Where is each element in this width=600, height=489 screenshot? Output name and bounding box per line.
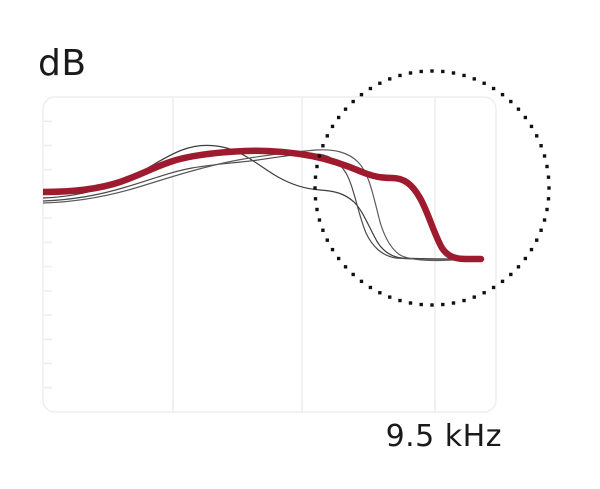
annotation-dot — [378, 81, 382, 85]
annotation-dot — [441, 69, 445, 74]
annotation-dot — [500, 92, 505, 97]
annotation-dot — [546, 197, 551, 201]
plot-gridlines — [172, 97, 436, 412]
annotation-dot — [368, 285, 373, 290]
annotation-dot — [317, 154, 322, 158]
annotation-dot — [315, 164, 319, 169]
annotation-dot — [325, 134, 329, 138]
series-line-highlighted-response — [43, 147, 485, 263]
annotation-dot — [441, 302, 445, 307]
plot-series-group — [43, 144, 485, 263]
annotation-dot — [535, 134, 539, 138]
annotation-dot — [545, 164, 549, 169]
annotation-dot — [491, 285, 496, 290]
annotation-dot — [500, 279, 505, 284]
annotation-dot — [419, 69, 423, 74]
annotation-dot — [336, 115, 341, 120]
annotation-dot — [451, 71, 456, 75]
annotation-dot — [368, 86, 373, 91]
plot-annotations-group — [313, 69, 551, 307]
annotation-dot — [419, 302, 423, 307]
annotation-dot — [472, 295, 476, 299]
annotation-dot — [408, 301, 413, 305]
annotation-dot — [313, 186, 317, 190]
annotation-dot — [430, 303, 434, 307]
annotation-dot — [398, 298, 402, 303]
annotation-dot — [378, 291, 382, 295]
plot-axis-ticks — [43, 120, 436, 412]
annotation-dot — [359, 279, 364, 284]
annotation-dot — [451, 301, 456, 305]
annotation-dot — [351, 99, 355, 104]
annotation-dot — [430, 69, 434, 73]
annotation-dot — [408, 71, 413, 75]
annotation-dot — [313, 197, 318, 201]
series-line-reference-response-2 — [43, 153, 473, 260]
annotation-dot — [351, 272, 355, 277]
annotation-dot — [398, 73, 402, 78]
annotation-dot — [482, 81, 486, 85]
annotation-dot — [542, 154, 547, 158]
annotation-dot — [315, 207, 319, 212]
annotation-dot — [523, 115, 528, 120]
annotation-dot — [491, 86, 496, 91]
annotation-dot — [529, 247, 534, 252]
annotation-dot — [509, 272, 513, 277]
annotation-dot — [462, 73, 466, 78]
x-axis-label: 9.5 kHz — [385, 419, 502, 454]
series-line-reference-response-3 — [43, 149, 475, 262]
y-axis-label: dB — [38, 43, 87, 84]
annotation-dot — [482, 291, 486, 295]
annotation-dot — [325, 238, 329, 242]
annotation-dot — [330, 124, 335, 129]
annotation-dot — [542, 218, 547, 222]
annotation-dot — [547, 186, 551, 190]
annotation-dot — [472, 77, 476, 81]
highlight-circle — [313, 69, 551, 307]
annotation-dot — [462, 298, 466, 303]
plot-frame — [42, 96, 497, 413]
annotation-dot — [388, 295, 392, 299]
annotation-dot — [516, 265, 521, 269]
annotation-dot — [359, 92, 364, 97]
annotation-dot — [545, 207, 549, 212]
annotation-dot — [330, 247, 335, 252]
annotation-dot — [535, 238, 539, 242]
annotation-dot — [523, 256, 528, 261]
annotation-dot — [509, 99, 513, 104]
annotation-dot — [516, 107, 521, 111]
annotation-dot — [317, 218, 322, 222]
annotation-dot — [539, 144, 543, 148]
annotation-dot — [336, 256, 341, 261]
annotation-dot — [343, 107, 348, 111]
annotation-dot — [388, 77, 392, 81]
annotation-dot — [343, 265, 348, 269]
annotation-dot — [529, 124, 534, 129]
annotation-dot — [546, 175, 551, 179]
annotation-dot — [321, 144, 325, 148]
annotation-dot — [313, 175, 318, 179]
annotation-dot — [539, 228, 543, 232]
annotation-dot — [321, 228, 325, 232]
series-line-reference-response-1 — [43, 144, 471, 260]
